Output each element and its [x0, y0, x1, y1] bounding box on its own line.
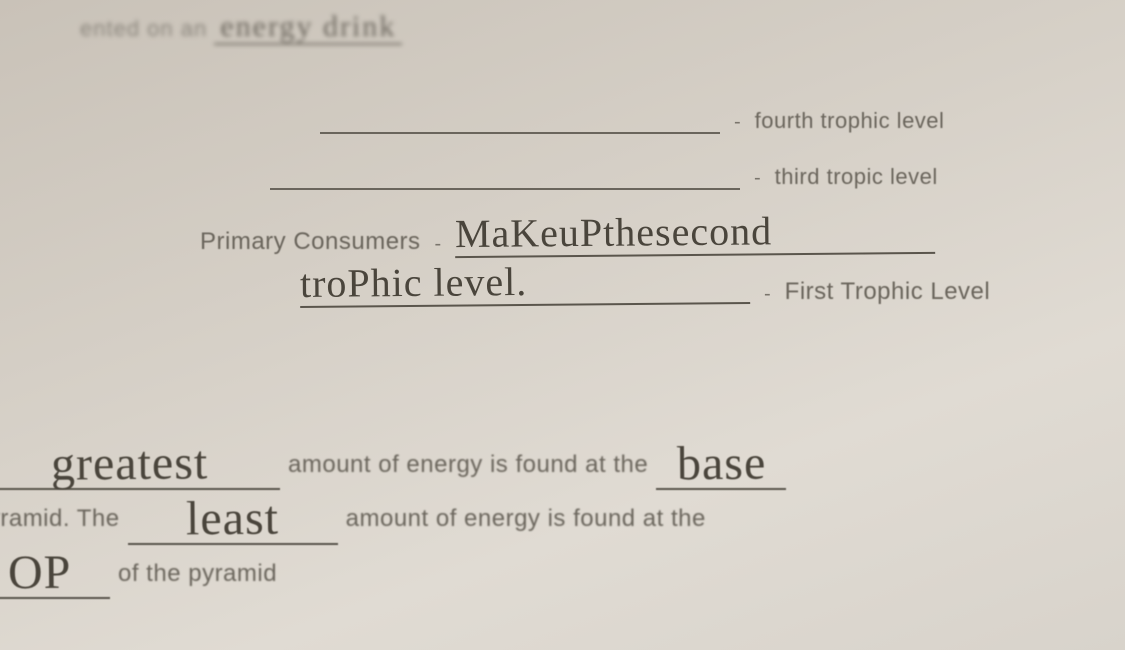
top-fragment: ented on an energy drink	[80, 10, 402, 44]
answer-least: least	[186, 494, 279, 543]
answer-greatest: greatest	[51, 440, 209, 489]
dash-icon: -	[764, 283, 771, 306]
level-1-row: troPhic level. - First Trophic Level	[250, 262, 1115, 306]
blank-least[interactable]: least	[128, 495, 338, 545]
fill-in-paragraph: greatest amount of energy is found at th…	[0, 440, 1105, 603]
level-3-blank[interactable]	[270, 156, 740, 190]
fill-line-1: greatest amount of energy is found at th…	[0, 440, 1105, 490]
answer-top: OP	[8, 549, 72, 598]
fill-text-2: amount of energy is found at the	[346, 494, 706, 544]
level-3-label: third tropic level	[775, 164, 938, 190]
blank-base[interactable]: base	[656, 440, 786, 490]
answer-base: base	[676, 440, 766, 489]
trophic-levels: - fourth trophic level - third tropic le…	[260, 100, 1115, 328]
fill-line-2: pyramid. The least amount of energy is f…	[0, 494, 1105, 544]
primary-consumers-label: Primary Consumers	[200, 228, 421, 256]
fill-text-1: amount of energy is found at the	[288, 440, 648, 490]
dash-icon: -	[734, 111, 741, 134]
level-4-row: - fourth trophic level	[320, 100, 1115, 134]
blank-greatest[interactable]: greatest	[0, 440, 280, 490]
level-2-answer-line1[interactable]: MaKeuPthesecond	[455, 210, 935, 258]
fill-suffix: of the pyramid	[118, 549, 277, 599]
dash-icon: -	[754, 167, 761, 190]
top-printed: ented on an	[80, 16, 207, 41]
top-handwritten: energy drink	[214, 10, 402, 45]
level-3-row: - third tropic level	[270, 156, 1115, 190]
fill-prefix-2: pyramid. The	[0, 494, 120, 544]
level-2-row: Primary Consumers - MaKeuPthesecond	[200, 212, 1115, 256]
first-trophic-label: First Trophic Level	[785, 278, 991, 306]
blank-top[interactable]: OP	[0, 549, 110, 599]
dash-icon: -	[435, 233, 442, 256]
level-4-label: fourth trophic level	[755, 108, 945, 134]
level-2-answer-line2[interactable]: troPhic level.	[300, 260, 750, 308]
fill-line-3: OP of the pyramid	[0, 549, 1105, 599]
level-4-blank[interactable]	[320, 100, 720, 134]
